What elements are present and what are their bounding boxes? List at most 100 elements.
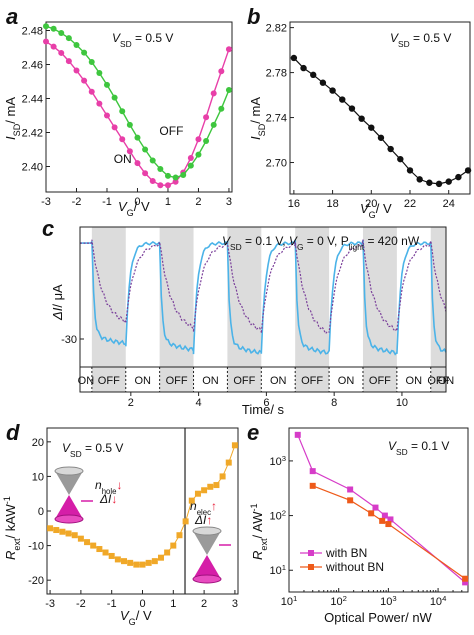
data-point-on	[111, 124, 118, 131]
data-point	[358, 115, 365, 122]
y-tick-label: 10	[32, 471, 44, 483]
on-period-band	[159, 227, 194, 392]
panel-label: d	[6, 420, 20, 445]
series-line-off	[45, 25, 230, 179]
data-point-off	[218, 105, 225, 112]
curve-label-on: ON	[114, 152, 132, 166]
x-axis-label: VG/ V	[120, 608, 152, 627]
data-point	[84, 539, 91, 546]
x-tick-label: 22	[404, 198, 416, 210]
data-point-on	[218, 68, 225, 75]
state-label: ON	[406, 375, 423, 387]
state-label: OFF	[233, 375, 255, 387]
y-axis-label: ISD/ mA	[3, 97, 22, 140]
label-n-hole: nhole↓	[95, 478, 122, 496]
plot-frame	[45, 21, 233, 193]
data-point	[96, 546, 103, 553]
x-tick-label: 6	[263, 397, 269, 409]
data-point	[201, 487, 208, 494]
on-period-band	[362, 227, 397, 392]
data-point-on	[119, 136, 126, 143]
data-point	[182, 518, 189, 525]
y-tick-label: 2.44	[22, 94, 43, 106]
cone-rim	[192, 574, 222, 584]
x-tick-label: 4	[196, 397, 202, 409]
y-axis-label: Rext/ AW-1	[249, 503, 269, 560]
state-label: OFF	[427, 375, 449, 387]
data-point-off	[88, 58, 95, 65]
y-axis-label: ΔI/ μA	[50, 284, 65, 321]
annotation: VSD = 0.1 V	[388, 439, 449, 457]
data-point	[127, 559, 134, 566]
label-delta-i-down: ΔI↓	[99, 492, 117, 506]
data-point-on	[203, 114, 210, 121]
data-point-on	[195, 136, 202, 143]
data-point-off	[111, 94, 118, 101]
data-point-on	[134, 160, 141, 167]
data-point-without-bn	[368, 510, 375, 517]
data-point	[464, 167, 472, 174]
data-point-with-bn	[387, 516, 394, 523]
data-point-on	[142, 170, 149, 177]
data-point-off	[203, 138, 210, 144]
plot-frame	[79, 226, 447, 393]
y-tick-label: 2.78	[266, 68, 287, 80]
legend-marker-without-bn	[308, 564, 314, 570]
y-tick-label: 2.82	[266, 23, 287, 35]
label-n-elec: nelec↑	[190, 499, 217, 517]
y-axis-label: Rext/ kAW-1	[2, 496, 22, 560]
data-point	[406, 167, 414, 174]
data-point	[397, 155, 404, 163]
data-point	[194, 490, 201, 497]
annotation: VSD = 0.5 V	[390, 31, 451, 49]
data-point-off	[43, 23, 49, 30]
data-point-without-bn	[385, 521, 392, 528]
data-point-on	[103, 112, 110, 119]
y-tick-label: 2.70	[266, 158, 287, 170]
x-tick-label: 102	[330, 594, 347, 609]
data-point	[225, 459, 232, 466]
state-label: ON	[338, 375, 355, 387]
data-point-with-bn	[309, 468, 316, 475]
data-point-off	[157, 166, 164, 173]
state-label: ON	[78, 375, 95, 387]
panel-b: b 16 18 20 22 24 2.70 2.74 2.78 2.82 VSD = 0.5 V VG…	[247, 4, 472, 220]
on-period-band	[295, 227, 330, 392]
y-tick-label: 2.74	[266, 113, 287, 125]
data-point-on	[149, 177, 156, 184]
lower-cone	[55, 495, 83, 519]
y-tick-label: -10	[28, 541, 44, 553]
x-tick-label: 104	[430, 594, 447, 609]
data-point-with-bn	[462, 579, 469, 586]
data-point	[329, 87, 336, 94]
legend-label-with-bn: with BN	[325, 546, 367, 560]
data-point-on	[88, 88, 95, 95]
data-point-on	[187, 155, 194, 161]
data-point	[139, 561, 146, 568]
data-point-on	[172, 178, 179, 185]
x-tick-label: 24	[443, 198, 455, 210]
legend-marker-with-bn	[308, 550, 314, 556]
data-point-off	[149, 157, 156, 164]
trace-solid	[80, 239, 447, 356]
lower-cone	[193, 555, 221, 579]
annotation: VSD = 0.1 V, VG = 0 V, Plight = 420 nW	[222, 234, 420, 252]
x-tick-label: 0	[139, 598, 145, 610]
data-point	[445, 178, 452, 185]
x-tick-label: 3	[226, 196, 232, 208]
data-point-off	[96, 70, 103, 76]
data-point	[290, 54, 298, 62]
data-point-off	[50, 25, 57, 32]
data-point-on	[157, 182, 164, 189]
x-tick-label: 20	[365, 198, 377, 210]
data-point-off	[65, 35, 72, 42]
y-tick-label: 2.40	[22, 162, 43, 174]
panel-a: a -3 -2 -1 0 1 2 3 2.40 2.42 2.44 2.46 2.48 OFF ON VSD …	[3, 4, 233, 218]
data-point-on	[126, 148, 133, 155]
y-tick-label: -30	[61, 334, 77, 346]
data-point-without-bn	[309, 482, 316, 489]
data-point	[53, 527, 60, 534]
x-tick-label: -3	[45, 598, 55, 610]
data-point	[377, 134, 385, 141]
